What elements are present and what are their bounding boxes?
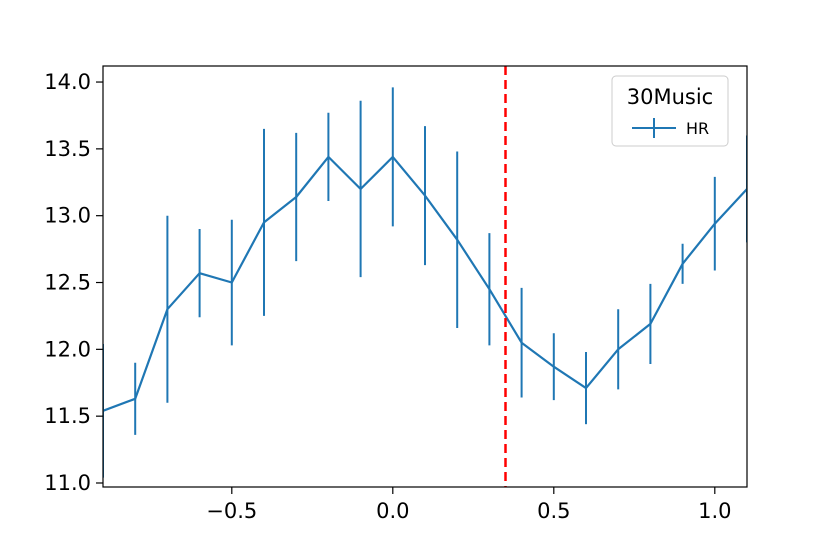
y-axis: 11.0 11.5 12.0 12.5 13.0 13.5 14.0 [44, 70, 103, 495]
y-tick-label: 14.0 [44, 70, 91, 94]
series-layer [103, 87, 747, 478]
y-tick-label: 13.0 [44, 204, 91, 228]
series-line-hr [103, 155, 747, 412]
legend: 30Music HR [611, 75, 729, 147]
x-tick-label: 0.5 [537, 499, 570, 523]
y-tick-label: 13.5 [44, 137, 91, 161]
x-tick-label: −0.5 [206, 499, 257, 523]
x-tick-label: 0.0 [376, 499, 409, 523]
legend-entry-label: HR [686, 119, 709, 138]
x-axis: −0.5 0.0 0.5 1.0 [206, 487, 732, 523]
legend-title: 30Music [627, 85, 713, 109]
y-tick-label: 12.5 [44, 271, 91, 295]
y-tick-label: 12.0 [44, 337, 91, 361]
x-tick-label: 1.0 [698, 499, 731, 523]
y-tick-label: 11.0 [44, 471, 91, 495]
plot-frame [102, 65, 748, 488]
y-tick-label: 11.5 [44, 404, 91, 428]
